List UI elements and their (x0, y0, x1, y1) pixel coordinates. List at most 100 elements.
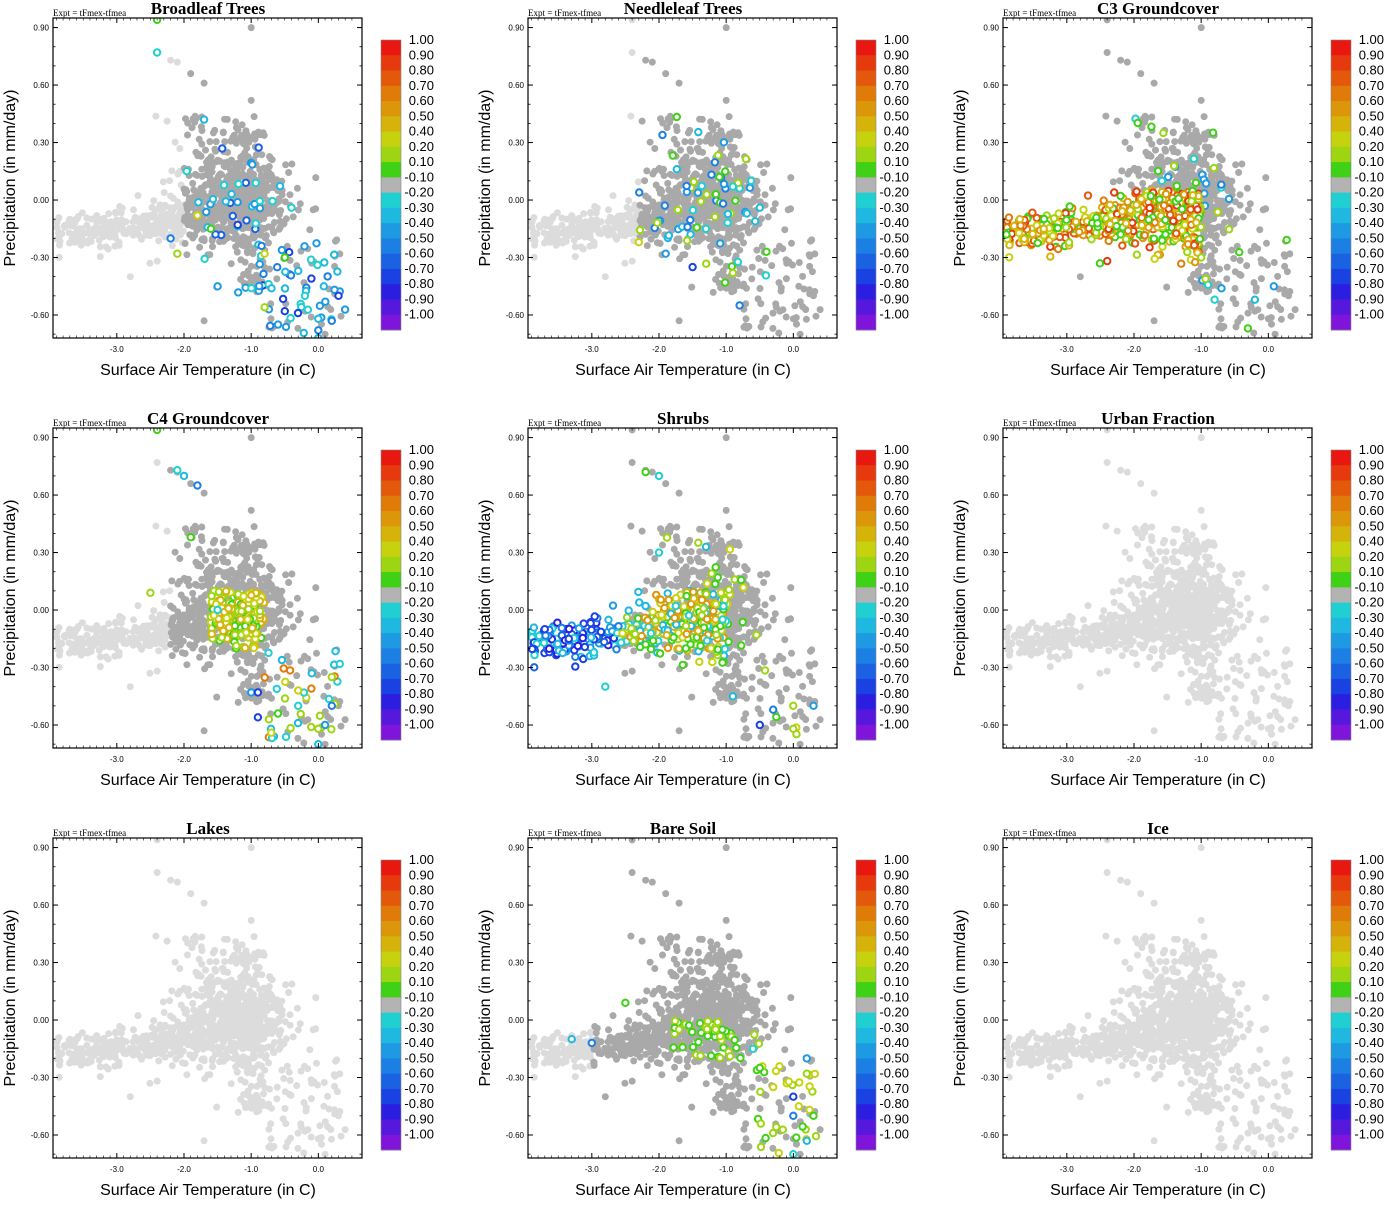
data-point (210, 130, 216, 136)
chart-title: C3 Groundcover (1097, 0, 1219, 18)
data-point (222, 138, 228, 144)
data-point (213, 548, 219, 554)
data-point (813, 313, 819, 319)
data-point (566, 216, 572, 222)
data-point (602, 274, 608, 280)
data-point (769, 262, 775, 268)
colorbar-tick-label: -0.90 (879, 291, 909, 306)
data-point (228, 548, 234, 554)
data-point (1123, 220, 1129, 226)
data-point (317, 303, 323, 309)
data-point (1208, 172, 1214, 178)
data-point (786, 258, 792, 264)
data-point (169, 618, 175, 624)
data-point (559, 215, 565, 221)
colorbar-tick-label: -0.70 (404, 261, 434, 276)
data-point (168, 641, 174, 647)
data-point (279, 247, 285, 253)
data-point (233, 529, 239, 535)
data-point (1164, 284, 1170, 290)
data-point (1263, 174, 1269, 180)
data-point (1209, 258, 1215, 264)
data-point (654, 220, 660, 226)
data-point (1111, 189, 1117, 195)
data-point (194, 582, 200, 588)
colorbar-segment (381, 177, 401, 193)
y-tick-label: 0.00 (983, 196, 999, 205)
data-point (191, 187, 197, 193)
data-point (287, 315, 293, 321)
data-point (1206, 217, 1212, 223)
data-point (777, 308, 783, 314)
data-point (308, 275, 314, 281)
data-point (1050, 233, 1056, 239)
data-point (201, 490, 207, 496)
data-point (173, 630, 179, 636)
data-point (1165, 157, 1171, 163)
data-point (641, 178, 647, 184)
data-point (230, 213, 236, 219)
colorbar-tick-label: -0.20 (1354, 185, 1384, 200)
data-point (209, 631, 215, 637)
data-point (195, 634, 201, 640)
data-point (259, 562, 265, 568)
data-point (189, 222, 195, 228)
data-point (1238, 272, 1244, 278)
data-point (201, 728, 207, 734)
data-point (1066, 239, 1072, 245)
data-point (1160, 130, 1166, 136)
colorbar-segment (856, 71, 876, 87)
y-tick-label: -0.60 (506, 311, 525, 320)
colorbar-tick-label: -0.90 (1354, 291, 1384, 306)
data-point-highlighted (757, 205, 763, 211)
data-point (1224, 264, 1230, 270)
data-point (106, 620, 112, 626)
y-tick-label: 0.30 (508, 139, 524, 148)
data-point (154, 668, 160, 674)
data-point (542, 222, 548, 228)
colorbar-tick-label: -0.30 (1354, 200, 1384, 215)
data-point (257, 198, 263, 204)
data-point (289, 161, 295, 167)
data-point (642, 57, 648, 63)
data-point (1257, 227, 1263, 233)
data-point (690, 207, 696, 213)
colorbar-segment (856, 86, 876, 102)
y-tick-label: -0.30 (981, 254, 1000, 263)
data-point (228, 138, 234, 144)
data-point (695, 190, 701, 196)
data-point (248, 434, 254, 440)
data-point (248, 592, 254, 598)
data-point (113, 627, 119, 633)
data-point (84, 625, 90, 631)
data-point (1251, 330, 1257, 336)
data-point (1203, 161, 1209, 167)
colorbar-tick-label: -0.60 (1354, 246, 1384, 261)
data-point (1110, 179, 1116, 185)
data-point (529, 236, 535, 242)
data-point-highlighted (268, 730, 274, 736)
data-point (1122, 139, 1128, 145)
colorbar-segment (1331, 116, 1351, 132)
colorbar-segment (856, 208, 876, 224)
data-point (782, 227, 788, 233)
data-point-highlighted (1252, 297, 1258, 303)
data-point (127, 274, 133, 280)
data-point (1208, 232, 1214, 238)
data-point (255, 129, 261, 135)
colorbar-tick-label: 0.20 (1359, 139, 1384, 154)
data-point (681, 196, 687, 202)
data-point (1178, 138, 1184, 144)
colorbar-segment (1331, 208, 1351, 224)
data-point (209, 243, 215, 249)
data-point (295, 735, 301, 741)
data-point (1185, 289, 1191, 295)
data-point (710, 289, 716, 295)
data-point (205, 168, 211, 174)
data-point (188, 70, 194, 76)
data-point (662, 202, 668, 208)
data-point (143, 624, 149, 630)
data-point (733, 243, 739, 249)
data-point (201, 80, 207, 86)
colorbar-tick-label: 1.00 (1359, 32, 1384, 47)
